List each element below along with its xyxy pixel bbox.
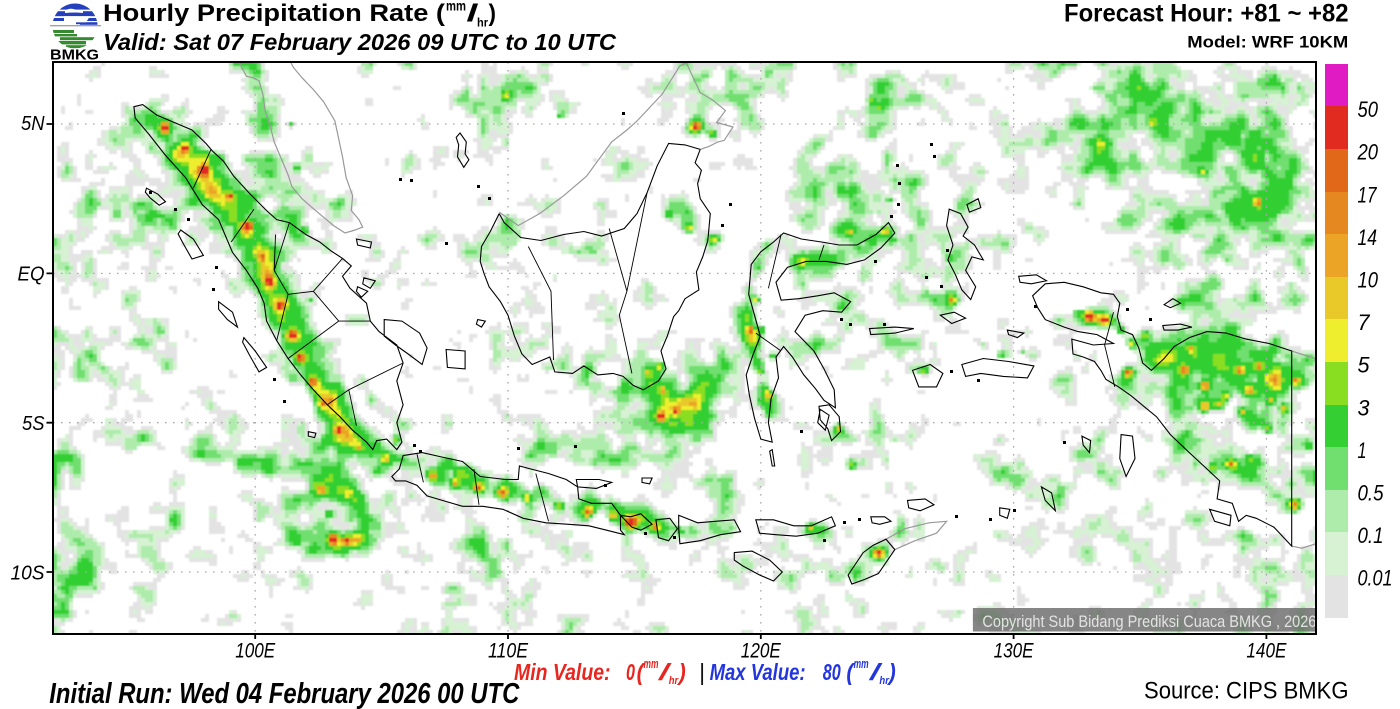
svg-text:Copyright Sub Bidang Prediksi: Copyright Sub Bidang Prediksi Cuaca BMKG… <box>982 612 1316 631</box>
svg-text:3: 3 <box>1358 395 1371 420</box>
svg-text:5S: 5S <box>22 413 45 435</box>
svg-text:mm: mm <box>644 657 659 671</box>
svg-text:0: 0 <box>626 659 635 685</box>
svg-text:Max Value:: Max Value: <box>710 659 806 685</box>
svg-text:(: ( <box>846 659 855 685</box>
svg-text:/: / <box>467 0 480 27</box>
svg-text:80: 80 <box>823 659 841 685</box>
svg-text:Source: CIPS BMKG: Source: CIPS BMKG <box>1144 677 1349 704</box>
svg-text:20: 20 <box>1357 140 1379 165</box>
svg-text:5: 5 <box>1358 353 1371 378</box>
svg-text:5N: 5N <box>21 113 45 135</box>
svg-text:mm: mm <box>854 657 869 671</box>
svg-text:110E: 110E <box>488 639 529 662</box>
svg-text:hr: hr <box>879 675 889 687</box>
svg-text:|: | <box>700 659 704 685</box>
svg-text:14: 14 <box>1358 225 1378 250</box>
svg-text:): ) <box>886 659 896 685</box>
svg-text:0.1: 0.1 <box>1358 523 1384 548</box>
svg-text:7: 7 <box>1358 310 1371 335</box>
svg-text:10: 10 <box>1358 268 1379 293</box>
svg-text:0.5: 0.5 <box>1358 481 1385 506</box>
svg-text:hr: hr <box>669 675 679 687</box>
svg-text:17: 17 <box>1358 182 1378 207</box>
svg-text:Hourly Precipitation Rate (: Hourly Precipitation Rate ( <box>103 0 445 27</box>
svg-text:140E: 140E <box>1246 639 1287 662</box>
svg-text:1: 1 <box>1358 438 1367 463</box>
svg-text:Valid: Sat 07 February 2026 09: Valid: Sat 07 February 2026 09 UTC to 10… <box>103 29 616 55</box>
svg-text:Initial Run: Wed 04 February 2: Initial Run: Wed 04 February 2026 00 UTC <box>49 678 520 709</box>
svg-text:10S: 10S <box>11 562 46 584</box>
svg-text:): ) <box>489 0 497 27</box>
svg-text:Forecast Hour: +81 ~ +82: Forecast Hour: +81 ~ +82 <box>1064 0 1349 28</box>
svg-text:Model: WRF 10KM: Model: WRF 10KM <box>1187 33 1348 52</box>
svg-text:120E: 120E <box>741 639 782 662</box>
svg-text:hr: hr <box>477 18 489 30</box>
svg-text:50: 50 <box>1358 97 1379 122</box>
svg-text:Min Value:: Min Value: <box>514 659 611 685</box>
svg-text:(: ( <box>637 659 646 685</box>
svg-text:100E: 100E <box>235 639 276 662</box>
svg-text:0.01: 0.01 <box>1358 566 1393 591</box>
svg-text:EQ: EQ <box>18 264 45 286</box>
svg-text:): ) <box>676 659 686 685</box>
svg-text:mm: mm <box>446 0 466 13</box>
svg-text:130E: 130E <box>994 639 1035 662</box>
svg-text:BMKG: BMKG <box>50 47 99 64</box>
